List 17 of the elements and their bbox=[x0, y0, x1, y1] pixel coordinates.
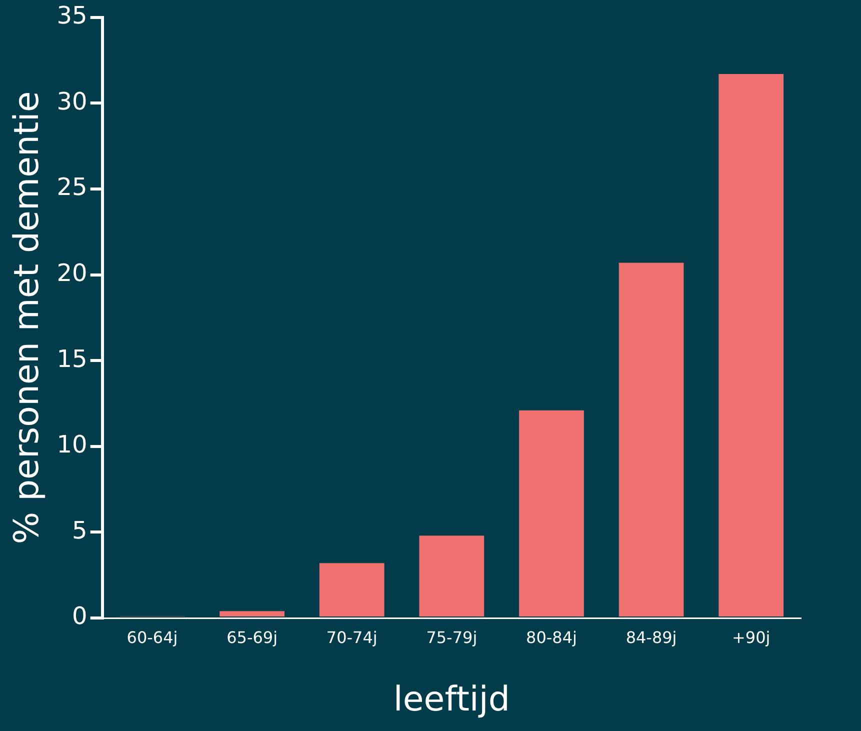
x-tick-label: 80-84j bbox=[526, 628, 577, 647]
x-tick-label: 60-64j bbox=[126, 628, 178, 647]
x-tick-label: +90j bbox=[732, 628, 770, 647]
y-tick-label: 5 bbox=[72, 516, 88, 544]
y-tick-label: 30 bbox=[56, 87, 88, 116]
x-tick-label: 84-89j bbox=[626, 628, 677, 647]
x-tick-label: 75-79j bbox=[426, 628, 478, 647]
y-tick-label: 0 bbox=[72, 602, 88, 630]
y-tick-label: 25 bbox=[56, 173, 88, 202]
y-tick-label: 35 bbox=[56, 2, 88, 30]
y-tick-label: 15 bbox=[56, 344, 88, 373]
y-tick-label: 10 bbox=[56, 430, 88, 459]
y-axis-title: % personen met dementie bbox=[7, 91, 48, 544]
x-tick-label: 65-69j bbox=[226, 628, 278, 647]
x-axis-title: leeftijd bbox=[393, 679, 510, 720]
x-tick-label: 70-74j bbox=[326, 628, 378, 647]
y-tick-label: 20 bbox=[56, 259, 88, 288]
